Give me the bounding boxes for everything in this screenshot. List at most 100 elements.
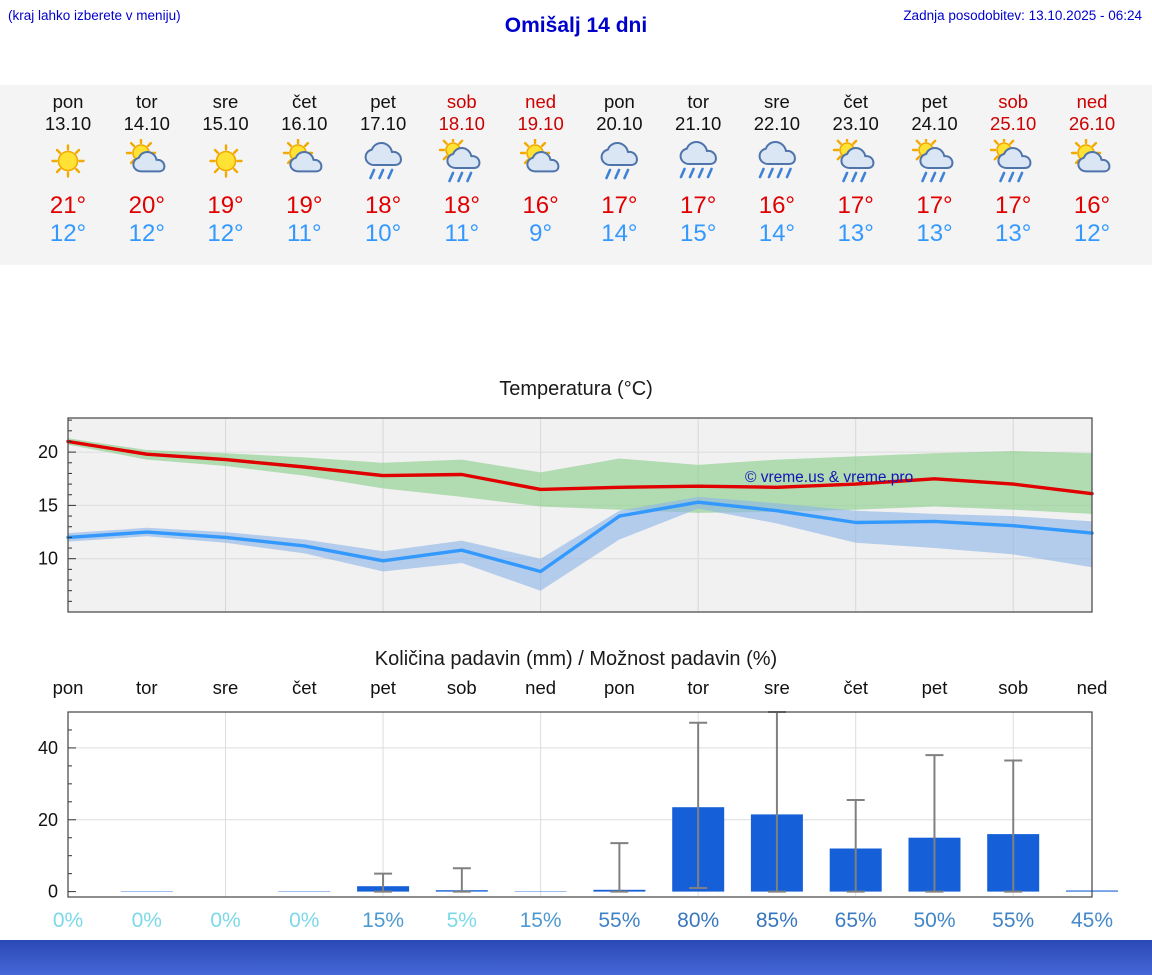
day-temp-min: 14°	[601, 220, 638, 247]
day-temp-min: 13°	[837, 220, 874, 247]
sun-icon	[186, 139, 266, 187]
forecast-day[interactable]: čet 23.10 17° 13°	[816, 85, 896, 265]
forecast-day[interactable]: sre 15.10 19° 12°	[186, 85, 266, 265]
cloud-rain-icon	[343, 139, 423, 187]
day-name: tor	[687, 91, 709, 112]
day-temp-min: 12°	[207, 220, 244, 247]
precip-day-label: sob	[998, 677, 1028, 698]
precip-probability: 65%	[835, 909, 877, 932]
precip-probability: 85%	[756, 909, 798, 932]
precip-day-label: čet	[292, 677, 317, 698]
day-date: 21.10	[675, 113, 722, 134]
forecast-day[interactable]: pet 17.10 18° 10°	[343, 85, 423, 265]
day-name: čet	[843, 91, 869, 112]
day-name: pon	[52, 91, 84, 112]
page-title: Omišalj 14 dni	[504, 14, 648, 37]
day-name: sob	[998, 91, 1029, 112]
temperature-chart-svg: 10 15 20 © vreme.us & vreme.pro	[38, 417, 1094, 613]
precip-day-label: tor	[136, 677, 158, 698]
day-temp-min: 12°	[128, 220, 165, 247]
forecast-day[interactable]: ned 26.10 16° 12°	[1052, 85, 1132, 265]
day-name: sob	[446, 91, 477, 112]
day-name: sre	[212, 91, 239, 112]
precip-day-label: tor	[687, 677, 709, 698]
forecast-strip: pon 13.10 21° 12° tor 14.10 20° 12° sre 15.10 19° 1…	[0, 85, 1152, 265]
forecast-day[interactable]: tor 21.10 17° 15°	[658, 85, 738, 265]
day-name: tor	[136, 91, 158, 112]
precip-day-label: čet	[843, 677, 868, 698]
forecast-day[interactable]: ned 19.10 16° 9°	[501, 85, 581, 265]
y-axis-label: 20	[38, 442, 58, 462]
day-date: 24.10	[911, 113, 958, 134]
y-axis-label: 15	[38, 495, 58, 515]
forecast-day[interactable]: pon 20.10 17° 14°	[579, 85, 659, 265]
day-temp-max: 19°	[286, 192, 323, 219]
forecast-day[interactable]: sob 25.10 17° 13°	[973, 85, 1053, 265]
forecast-day[interactable]: tor 14.10 20° 12°	[107, 85, 187, 265]
cloud-rain-heavy-icon	[737, 139, 817, 187]
sun-cloud-rain-icon	[973, 135, 1053, 187]
day-temp-min: 10°	[364, 220, 402, 247]
forecast-day[interactable]: pon 13.10 21° 12°	[28, 85, 108, 265]
day-date: 26.10	[1068, 113, 1116, 134]
forecast-day[interactable]: sre 22.10 16° 14°	[737, 85, 817, 265]
max-temp-line	[66, 439, 1094, 496]
day-temp-min: 13°	[916, 220, 953, 247]
y-axis-label: 0	[48, 882, 58, 902]
precip-probability: 55%	[992, 909, 1034, 932]
day-temp-min: 11°	[444, 220, 480, 247]
day-temp-min: 9°	[529, 220, 553, 247]
last-update-text: Zadnja posodobitev: 13.10.2025 - 06:24	[903, 8, 1142, 23]
day-date: 20.10	[596, 113, 643, 134]
sun-cloud-icon	[107, 137, 187, 187]
precip-probability: 50%	[913, 909, 955, 932]
watermark: © vreme.us & vreme.pro	[745, 469, 913, 486]
sun-cloud-icon	[264, 137, 344, 187]
precip-day-label: pon	[604, 677, 635, 698]
precip-day-label: ned	[1077, 677, 1108, 698]
day-date: 14.10	[123, 113, 170, 134]
day-date: 19.10	[517, 113, 564, 134]
y-axis-label: 20	[38, 810, 58, 830]
day-date: 23.10	[832, 113, 879, 134]
y-axis-label: 10	[38, 549, 58, 569]
sun-cloud-icon	[1052, 137, 1132, 187]
day-temp-max: 17°	[601, 192, 638, 219]
day-name: ned	[1076, 91, 1108, 112]
day-temp-max: 20°	[128, 192, 165, 219]
forecast-day[interactable]: čet 16.10 19° 11°	[264, 85, 344, 265]
precip-probability: 55%	[598, 909, 640, 932]
day-temp-max: 19°	[207, 192, 244, 219]
chart-border	[67, 417, 1093, 613]
chart-border	[67, 711, 1093, 898]
precip-probability: 0%	[289, 909, 319, 932]
day-temp-max: 16°	[522, 192, 559, 219]
temperature-chart-title: Temperatura (°C)	[499, 378, 653, 400]
day-temp-max: 18°	[443, 192, 480, 219]
day-temp-min: 12°	[1073, 220, 1111, 247]
sun-cloud-rain-icon	[895, 135, 975, 187]
precipitation-chart-title: Količina padavin (mm) / Možnost padavin …	[374, 648, 778, 670]
day-temp-min: 13°	[995, 220, 1032, 247]
day-temp-min: 15°	[680, 220, 717, 247]
precipitation-chart-svg: pon tor sre čet pet sob ned pon tor sre čet pet sob n…	[38, 677, 1118, 932]
location-menu-hint: (kraj lahko izberete v meniju)	[8, 8, 181, 23]
day-temp-min: 11°	[287, 220, 322, 247]
day-date: 18.10	[438, 113, 485, 134]
day-date: 13.10	[44, 113, 92, 134]
day-temp-max: 17°	[680, 192, 717, 219]
forecast-day[interactable]: pet 24.10 17° 13°	[895, 85, 975, 265]
precip-probability: 0%	[210, 909, 240, 932]
temperature-chart: 10 15 20 © vreme.us & vreme.pro	[0, 414, 1152, 618]
day-name: pet	[370, 91, 396, 112]
day-temp-max: 17°	[837, 192, 874, 219]
cloud-rain-icon	[579, 139, 659, 187]
sun-icon	[28, 139, 108, 187]
min-temp-line	[66, 500, 1094, 574]
precip-day-label: sre	[213, 677, 239, 698]
footer-bar	[0, 940, 1152, 975]
precip-probability: 80%	[677, 909, 719, 932]
precip-day-label: ned	[525, 677, 556, 698]
forecast-day[interactable]: sob 18.10 18° 11°	[422, 85, 502, 265]
sun-cloud-rain-icon	[816, 135, 896, 187]
